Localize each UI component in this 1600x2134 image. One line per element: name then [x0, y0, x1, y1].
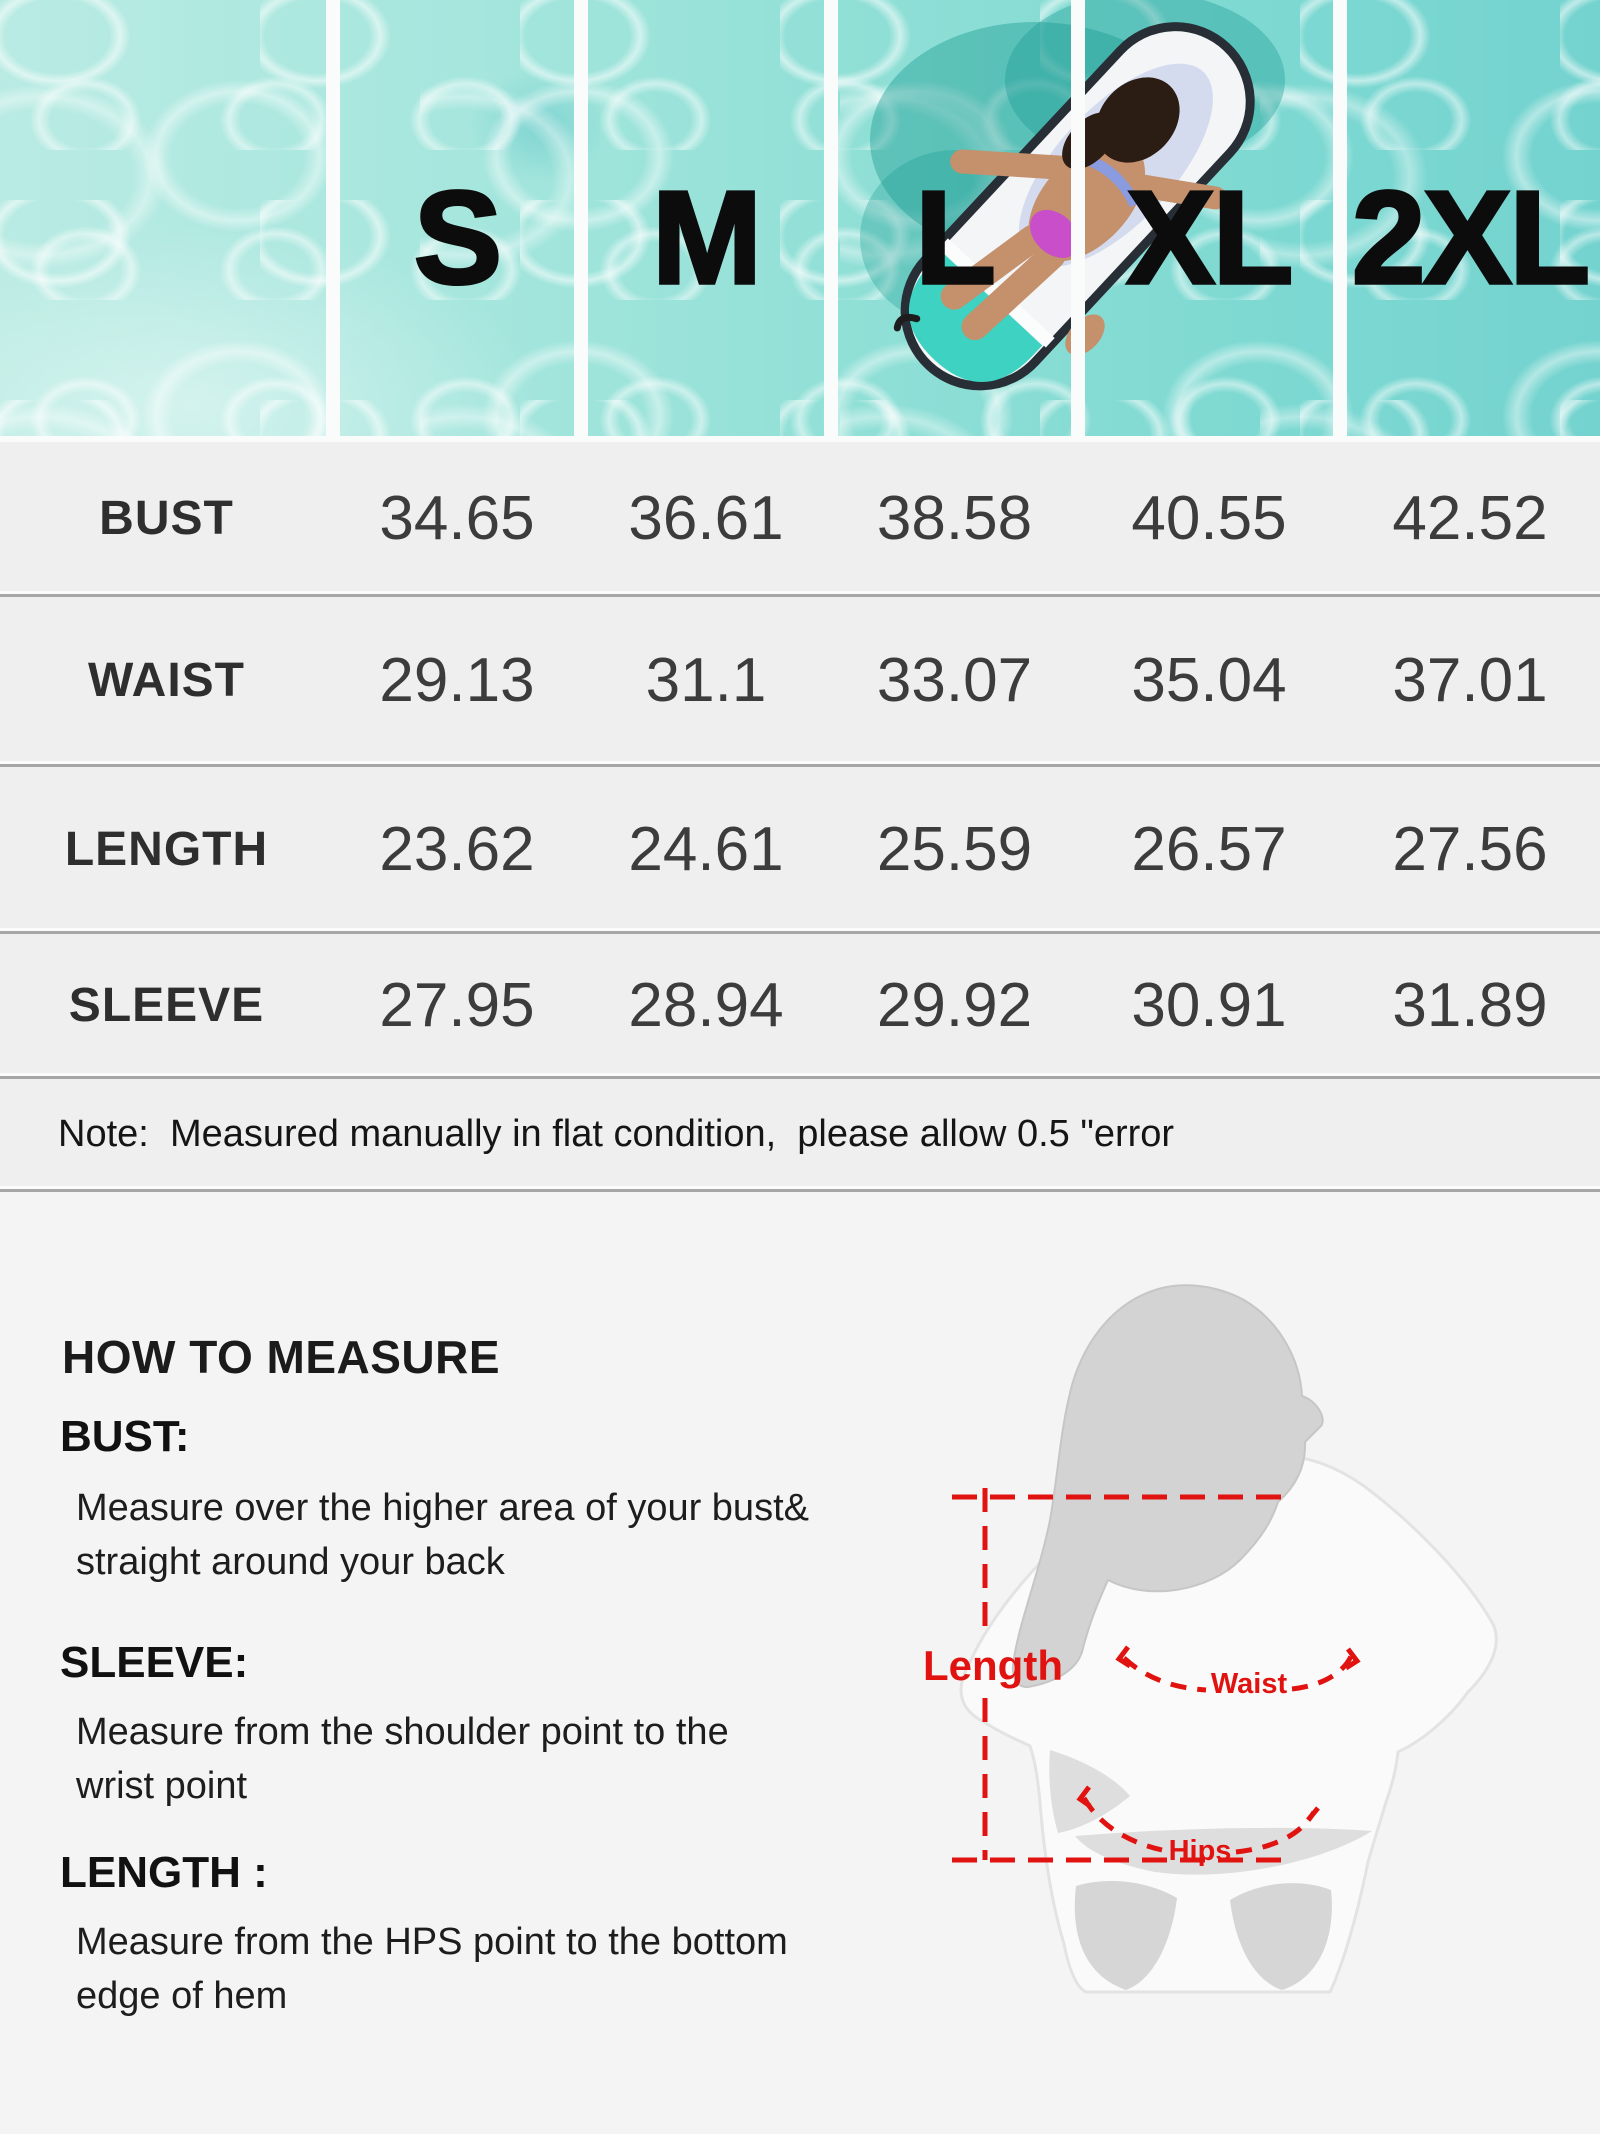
cell-value: 33.07 [876, 646, 1033, 715]
column-gap [1333, 0, 1347, 442]
size-header-xl: XL [1078, 0, 1340, 442]
how-to-measure-title: HOW TO MEASURE [62, 1331, 501, 1383]
table-row-sleeve: SLEEVE 27.95 28.94 29.92 30.91 31.89 [0, 934, 1600, 1076]
size-header-m: M [581, 0, 831, 442]
hips-hook-left [1076, 1785, 1092, 1809]
waist-label: Waist [1211, 1668, 1288, 1700]
cell-value: 29.92 [876, 970, 1033, 1040]
cell-value: 23.62 [379, 814, 535, 884]
water-photo-header: S M L XL 2XL [0, 0, 1600, 442]
cell-value: 25.59 [876, 814, 1033, 884]
waist-hook-left [1115, 1645, 1132, 1669]
column-gap [1071, 0, 1085, 442]
size-header-row: S M L XL 2XL [0, 0, 1600, 442]
row-label: WAIST [88, 654, 245, 707]
size-label: L [913, 164, 997, 311]
column-gap [824, 0, 838, 442]
size-label: XL [1125, 164, 1295, 311]
measure-sleeve-label: SLEEVE: [60, 1638, 249, 1687]
size-label: 2XL [1350, 164, 1592, 311]
cell-value: 40.55 [1131, 483, 1287, 553]
cell-value: 26.57 [1131, 814, 1287, 884]
size-table [0, 442, 1600, 1192]
row-divider [0, 764, 1600, 767]
row-label: SLEEVE [68, 978, 265, 1032]
table-row-bust: BUST 34.65 36.61 38.58 40.55 42.52 [0, 442, 1600, 594]
cell-value: 42.52 [1392, 483, 1548, 553]
measure-bust-label: BUST: [60, 1412, 190, 1461]
waist-arc-left [1122, 1656, 1207, 1693]
row-divider [0, 594, 1600, 597]
cell-value: 31.89 [1392, 970, 1548, 1040]
measure-sleeve-text: Measure from the shoulder point to the w… [76, 1711, 729, 1807]
measurement-diagram: Length Waist Hips [923, 1284, 1498, 1994]
waist-arc-right [1291, 1652, 1355, 1692]
waist-hook-right [1344, 1647, 1361, 1671]
table-row-waist: WAIST 29.13 31.1 33.07 35.04 37.01 [0, 597, 1600, 764]
measurement-note: Note: Measured manually in flat conditio… [58, 1112, 1175, 1155]
size-header-s: S [333, 0, 581, 442]
body-silhouette [959, 1284, 1498, 1994]
measure-length-label: LENGTH : [60, 1848, 268, 1897]
cell-value: 29.13 [379, 646, 535, 715]
row-label: LENGTH [64, 822, 269, 876]
measure-length-text: Measure from the HPS point to the bottom… [76, 1921, 788, 2017]
row-label: BUST [99, 491, 234, 545]
hips-label: Hips [1169, 1835, 1232, 1867]
size-header-spacer [0, 0, 333, 442]
cell-value: 27.56 [1392, 814, 1548, 884]
cell-value: 28.94 [628, 970, 784, 1040]
measure-bust-text: Measure over the higher area of your bus… [76, 1487, 809, 1583]
cell-value: 27.95 [379, 970, 535, 1040]
hips-hook-right [1306, 1806, 1320, 1822]
table-row-length: LENGTH 23.62 24.61 25.59 26.57 27.56 [0, 767, 1600, 931]
length-label: Length [923, 1642, 1063, 1689]
cell-value: 37.01 [1392, 646, 1548, 715]
row-divider [0, 1076, 1600, 1079]
size-header-l: L [831, 0, 1078, 442]
column-gap [326, 0, 340, 442]
size-label: M [650, 164, 763, 311]
cell-value: 34.65 [379, 483, 535, 553]
header-bottom-line [0, 436, 1600, 442]
cell-value: 30.91 [1131, 970, 1287, 1040]
row-divider [0, 1189, 1600, 1192]
size-header-2xl: 2XL [1340, 0, 1600, 442]
cell-value: 24.61 [628, 814, 784, 884]
cell-value: 38.58 [876, 483, 1033, 553]
column-gap [574, 0, 588, 442]
cell-value: 36.61 [628, 483, 784, 553]
cell-value: 31.1 [645, 646, 767, 715]
note-row: Note: Measured manually in flat conditio… [0, 1079, 1600, 1189]
cell-value: 35.04 [1131, 646, 1287, 715]
row-divider [0, 931, 1600, 934]
size-label: S [412, 164, 504, 311]
measurement-guides [952, 1488, 1361, 1863]
